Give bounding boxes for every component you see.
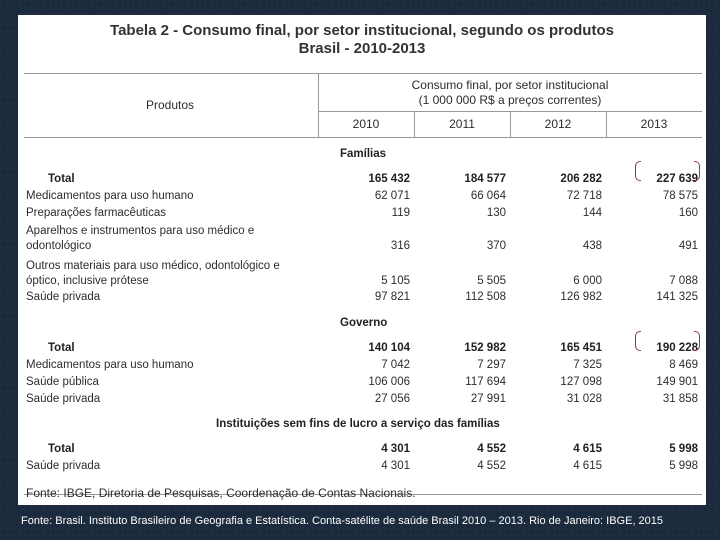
table-image: Tabela 2 - Consumo final, por setor inst… — [18, 15, 706, 505]
row-label-continued: óptico, inclusive prótese — [26, 275, 149, 287]
section-heading-instituicoes: Instituições sem fins de lucro a serviço… — [216, 418, 500, 430]
year-header: 2013 — [640, 117, 668, 131]
row-label: Saúde pública — [26, 376, 99, 388]
cell-value: 4 615 — [573, 460, 602, 472]
cell-value: 206 282 — [560, 173, 602, 185]
cell-value: 31 858 — [662, 393, 698, 405]
cell-value: 438 — [582, 240, 602, 252]
row-label: Total — [48, 443, 75, 455]
year-header: 2011 — [449, 117, 475, 131]
main-header-line2: (1 000 000 R$ a preços correntes) — [418, 93, 602, 107]
table-title: Tabela 2 - Consumo final, por setor inst… — [110, 22, 614, 39]
highlight-bracket-left — [635, 161, 641, 181]
row-label: Medicamentos para uso humano — [26, 190, 194, 202]
cell-value: 7 042 — [381, 359, 410, 371]
cell-value: 4 301 — [381, 443, 410, 455]
row-label: Preparações farmacêuticas — [26, 207, 166, 219]
rule-top — [24, 73, 702, 74]
cell-value: 165 451 — [560, 342, 602, 354]
cell-value: 140 104 — [368, 342, 410, 354]
section-heading-governo: Governo — [340, 317, 388, 329]
cell-value: 112 508 — [465, 291, 506, 303]
col-divider-3 — [606, 111, 607, 137]
main-header-line1: Consumo final, por setor institucional — [411, 78, 609, 92]
col-divider-products — [318, 73, 319, 137]
table-source: Fonte: IBGE, Diretoria de Pesquisas, Coo… — [26, 486, 416, 500]
row-label: Outros materiais para uso médico, odonto… — [26, 260, 280, 272]
row-label: Saúde privada — [26, 460, 101, 472]
cell-value: 66 064 — [470, 190, 506, 202]
cell-value: 5 998 — [669, 460, 698, 472]
cell-value: 7 088 — [669, 275, 698, 287]
cell-value: 27 056 — [374, 393, 410, 405]
highlight-bracket-right — [694, 161, 700, 181]
row-label: Saúde privada — [26, 291, 101, 303]
cell-value: 6 000 — [573, 275, 602, 287]
row-label: Total — [48, 342, 75, 354]
highlight-bracket-left — [635, 331, 641, 351]
row-label: Saúde privada — [26, 393, 101, 405]
cell-value: 27 991 — [470, 393, 506, 405]
cell-value: 491 — [678, 240, 698, 252]
cell-value: 160 — [678, 207, 698, 219]
cell-value: 5 998 — [669, 443, 698, 455]
cell-value: 149 901 — [656, 376, 698, 388]
year-header: 2012 — [544, 117, 572, 131]
cell-value: 97 821 — [374, 291, 410, 303]
products-header: Produtos — [146, 98, 195, 112]
cell-value: 370 — [486, 240, 506, 252]
rule-bottom — [24, 494, 702, 495]
row-label: Medicamentos para uso humano — [26, 359, 194, 371]
cell-value: 72 718 — [566, 190, 602, 202]
cell-value: 127 098 — [560, 376, 602, 388]
cell-value: 78 575 — [662, 190, 698, 202]
cell-value: 152 982 — [464, 342, 506, 354]
cell-value: 4 301 — [381, 460, 410, 472]
cell-value: 165 432 — [368, 173, 410, 185]
row-label: Aparelhos e instrumentos para uso médico… — [26, 225, 255, 237]
cell-value: 62 071 — [374, 190, 410, 202]
cell-value: 130 — [486, 207, 506, 219]
cell-value: 7 325 — [573, 359, 602, 371]
row-label: Total — [48, 173, 75, 185]
cell-value: 5 505 — [477, 275, 506, 287]
cell-value: 4 552 — [477, 460, 506, 472]
cell-value: 126 982 — [560, 291, 602, 303]
cell-value: 184 577 — [464, 173, 506, 185]
col-divider-2 — [510, 111, 511, 137]
cell-value: 144 — [582, 207, 602, 219]
year-header: 2010 — [352, 117, 380, 131]
cell-value: 106 006 — [368, 376, 410, 388]
rule-header-bottom — [24, 137, 702, 138]
cell-value: 4 615 — [573, 443, 602, 455]
slide-caption: Fonte: Brasil. Instituto Brasileiro de G… — [21, 515, 664, 527]
col-divider-1 — [414, 111, 415, 137]
cell-value: 5 105 — [381, 275, 410, 287]
highlight-bracket-right — [694, 331, 700, 351]
cell-value: 316 — [390, 240, 410, 252]
cell-value: 4 552 — [477, 443, 506, 455]
cell-value: 7 297 — [477, 359, 506, 371]
cell-value: 227 639 — [656, 173, 698, 185]
table-subtitle: Brasil - 2010-2013 — [298, 40, 426, 57]
cell-value: 117 694 — [465, 376, 506, 388]
section-heading-familias: Famílias — [340, 148, 387, 160]
cell-value: 141 325 — [656, 291, 698, 303]
cell-value: 8 469 — [669, 359, 698, 371]
cell-value: 31 028 — [566, 393, 602, 405]
cell-value: 190 228 — [656, 342, 698, 354]
row-label-continued: odontológico — [26, 240, 92, 252]
cell-value: 119 — [391, 207, 410, 219]
